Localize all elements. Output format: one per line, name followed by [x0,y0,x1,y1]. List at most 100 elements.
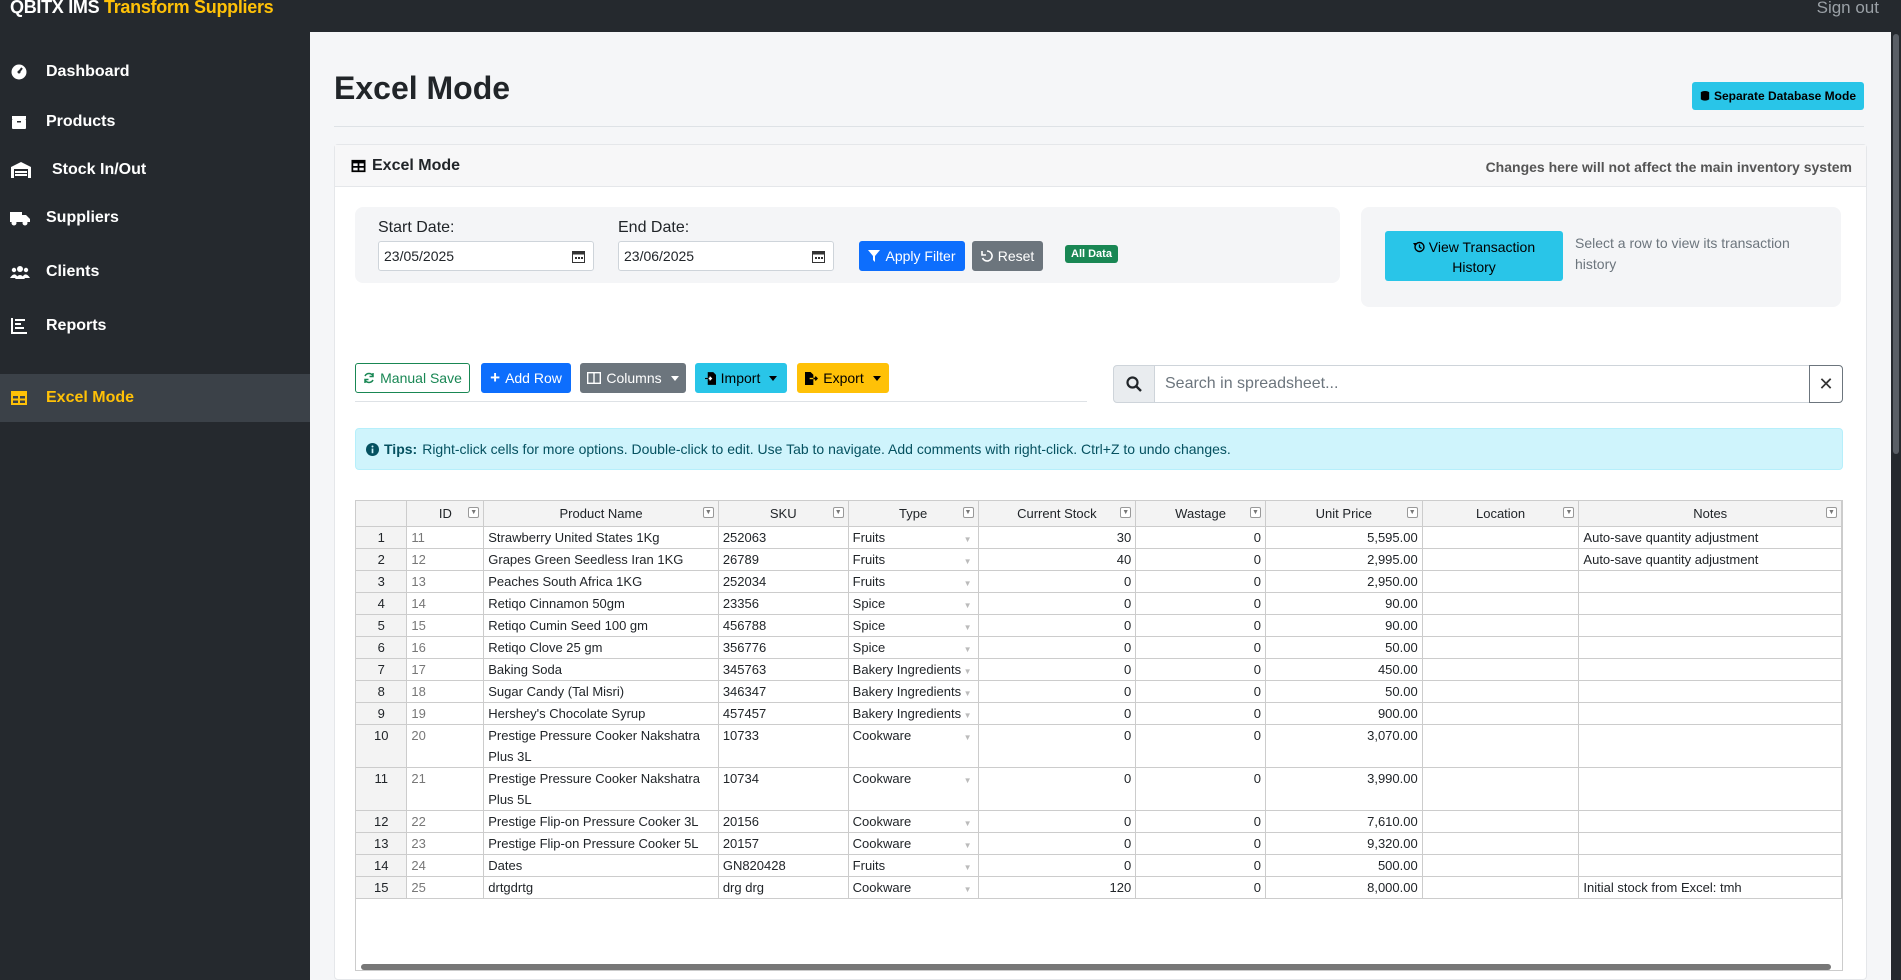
cell-product-name[interactable]: drtgdrtg [483,876,719,899]
sidebar-item-suppliers[interactable]: Suppliers [0,194,310,242]
spreadsheet[interactable]: ID ▼ Product Name ▼ SKU ▼ Type ▼ Current Sto… [355,500,1843,971]
cell-unit-price[interactable]: 450.00 [1265,658,1423,681]
filter-icon[interactable]: ▼ [1120,507,1132,518]
table-row[interactable]: 6 16 Retiqo Clove 25 gm 356776 Spice ▼ 0 0 50.00 [356,636,1842,659]
chevron-down-icon[interactable]: ▼ [963,775,972,785]
filter-icon[interactable]: ▼ [1563,507,1575,518]
chevron-down-icon[interactable]: ▼ [963,840,972,850]
chevron-down-icon[interactable]: ▼ [963,534,972,544]
cell-wastage[interactable]: 0 [1135,548,1266,571]
cell-type[interactable]: Cookware ▼ [848,832,979,855]
cell-notes[interactable] [1578,810,1842,833]
sidebar-item-dashboard[interactable]: Dashboard [0,48,310,96]
cell-location[interactable] [1422,614,1580,637]
cell-notes[interactable] [1578,680,1842,703]
sidebar-item-clients[interactable]: Clients [0,248,310,296]
column-header-id[interactable]: ID ▼ [406,501,485,527]
cell-current-stock[interactable]: 0 [978,832,1137,855]
chevron-down-icon[interactable]: ▼ [963,732,972,742]
reset-button[interactable]: Reset [972,241,1043,271]
table-row[interactable]: 1 11 Strawberry United States 1Kg 252063 Fru… [356,526,1842,549]
cell-wastage[interactable]: 0 [1135,636,1266,659]
brand[interactable]: QBITX IMS Transform Suppliers [10,0,274,18]
chevron-down-icon[interactable]: ▼ [963,644,972,654]
cell-current-stock[interactable]: 0 [978,767,1137,811]
cell-notes[interactable]: Auto-save quantity adjustment [1578,526,1842,549]
filter-icon[interactable]: ▼ [962,507,974,518]
cell-notes[interactable] [1578,658,1842,681]
cell-notes[interactable] [1578,832,1842,855]
cell-current-stock[interactable]: 30 [978,526,1137,549]
row-number[interactable]: 13 [356,832,408,855]
cell-id[interactable]: 24 [406,854,485,877]
cell-notes[interactable]: Auto-save quantity adjustment [1578,548,1842,571]
cell-notes[interactable] [1578,702,1842,725]
chevron-down-icon[interactable]: ▼ [963,688,972,698]
cell-notes[interactable] [1578,854,1842,877]
table-row[interactable]: 12 22 Prestige Flip-on Pressure Cooker 3L 2… [356,810,1842,833]
cell-type[interactable]: Fruits ▼ [848,570,979,593]
cell-current-stock[interactable]: 0 [978,724,1137,768]
row-number[interactable]: 12 [356,810,408,833]
import-dropdown-button[interactable]: Import [695,363,787,393]
chevron-down-icon[interactable]: ▼ [963,884,972,894]
cell-product-name[interactable]: Dates [483,854,719,877]
cell-unit-price[interactable]: 3,990.00 [1265,767,1423,811]
cell-current-stock[interactable]: 40 [978,548,1137,571]
cell-location[interactable] [1422,570,1580,593]
end-date-input[interactable]: 23/06/2025 [618,241,834,271]
export-dropdown-button[interactable]: Export [797,363,889,393]
cell-sku[interactable]: 456788 [718,614,849,637]
cell-type[interactable]: Fruits ▼ [848,526,979,549]
cell-location[interactable] [1422,854,1580,877]
row-number[interactable]: 10 [356,724,408,768]
row-number[interactable]: 9 [356,702,408,725]
cell-notes[interactable]: Initial stock from Excel: tmh [1578,876,1842,899]
cell-id[interactable]: 25 [406,876,485,899]
cell-wastage[interactable]: 0 [1135,832,1266,855]
chevron-down-icon[interactable]: ▼ [963,578,972,588]
chevron-down-icon[interactable]: ▼ [963,862,972,872]
cell-sku[interactable]: 346347 [718,680,849,703]
chevron-down-icon[interactable]: ▼ [963,556,972,566]
cell-unit-price[interactable]: 90.00 [1265,592,1423,615]
cell-wastage[interactable]: 0 [1135,810,1266,833]
clear-search-button[interactable]: ✕ [1809,365,1843,403]
filter-icon[interactable]: ▼ [468,507,480,518]
cell-wastage[interactable]: 0 [1135,854,1266,877]
cell-unit-price[interactable]: 7,610.00 [1265,810,1423,833]
filter-icon[interactable]: ▼ [1826,507,1837,518]
cell-location[interactable] [1422,548,1580,571]
cell-type[interactable]: Fruits ▼ [848,548,979,571]
cell-current-stock[interactable]: 0 [978,592,1137,615]
cell-notes[interactable] [1578,767,1842,811]
cell-current-stock[interactable]: 0 [978,810,1137,833]
separate-database-mode-button[interactable]: Separate Database Mode [1691,82,1864,110]
cell-current-stock[interactable]: 0 [978,854,1137,877]
cell-type[interactable]: Bakery Ingredients ▼ [848,702,979,725]
cell-id[interactable]: 16 [406,636,485,659]
column-header-location[interactable]: Location ▼ [1422,501,1580,527]
row-number[interactable]: 14 [356,854,408,877]
cell-id[interactable]: 20 [406,724,485,768]
cell-location[interactable] [1422,702,1580,725]
cell-product-name[interactable]: Prestige Pressure Cooker Nakshatra Plus … [483,767,719,811]
cell-location[interactable] [1422,876,1580,899]
table-row[interactable]: 5 15 Retiqo Cumin Seed 100 gm 456788 Spice ▼ 0… [356,614,1842,637]
table-row[interactable]: 10 20 Prestige Pressure Cooker Nakshatra P… [356,724,1842,768]
chevron-down-icon[interactable]: ▼ [963,710,972,720]
cell-notes[interactable] [1578,592,1842,615]
cell-location[interactable] [1422,810,1580,833]
cell-sku[interactable]: 20156 [718,810,849,833]
row-number[interactable]: 1 [356,526,408,549]
cell-unit-price[interactable]: 50.00 [1265,680,1423,703]
cell-wastage[interactable]: 0 [1135,570,1266,593]
cell-id[interactable]: 21 [406,767,485,811]
sidebar-item-excel-mode[interactable]: Excel Mode [0,374,310,422]
cell-sku[interactable]: drg drg [718,876,849,899]
column-header-product-name[interactable]: Product Name ▼ [483,501,719,527]
cell-wastage[interactable]: 0 [1135,767,1266,811]
view-transaction-history-button[interactable]: View Transaction History [1385,231,1563,281]
cell-unit-price[interactable]: 90.00 [1265,614,1423,637]
manual-save-button[interactable]: Manual Save [355,363,470,393]
